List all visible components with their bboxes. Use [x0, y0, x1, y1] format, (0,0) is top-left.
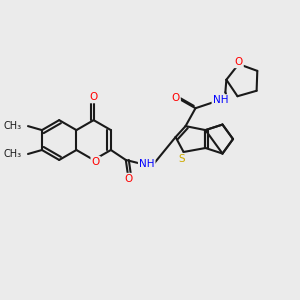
Text: CH₃: CH₃ [4, 149, 22, 159]
Text: CH₃: CH₃ [4, 121, 22, 131]
Text: S: S [178, 154, 185, 164]
Text: O: O [235, 57, 243, 67]
Text: O: O [125, 174, 133, 184]
Text: O: O [89, 92, 98, 102]
Text: O: O [92, 157, 100, 167]
Text: NH: NH [213, 95, 228, 105]
Text: O: O [172, 93, 180, 103]
Text: NH: NH [139, 159, 154, 169]
